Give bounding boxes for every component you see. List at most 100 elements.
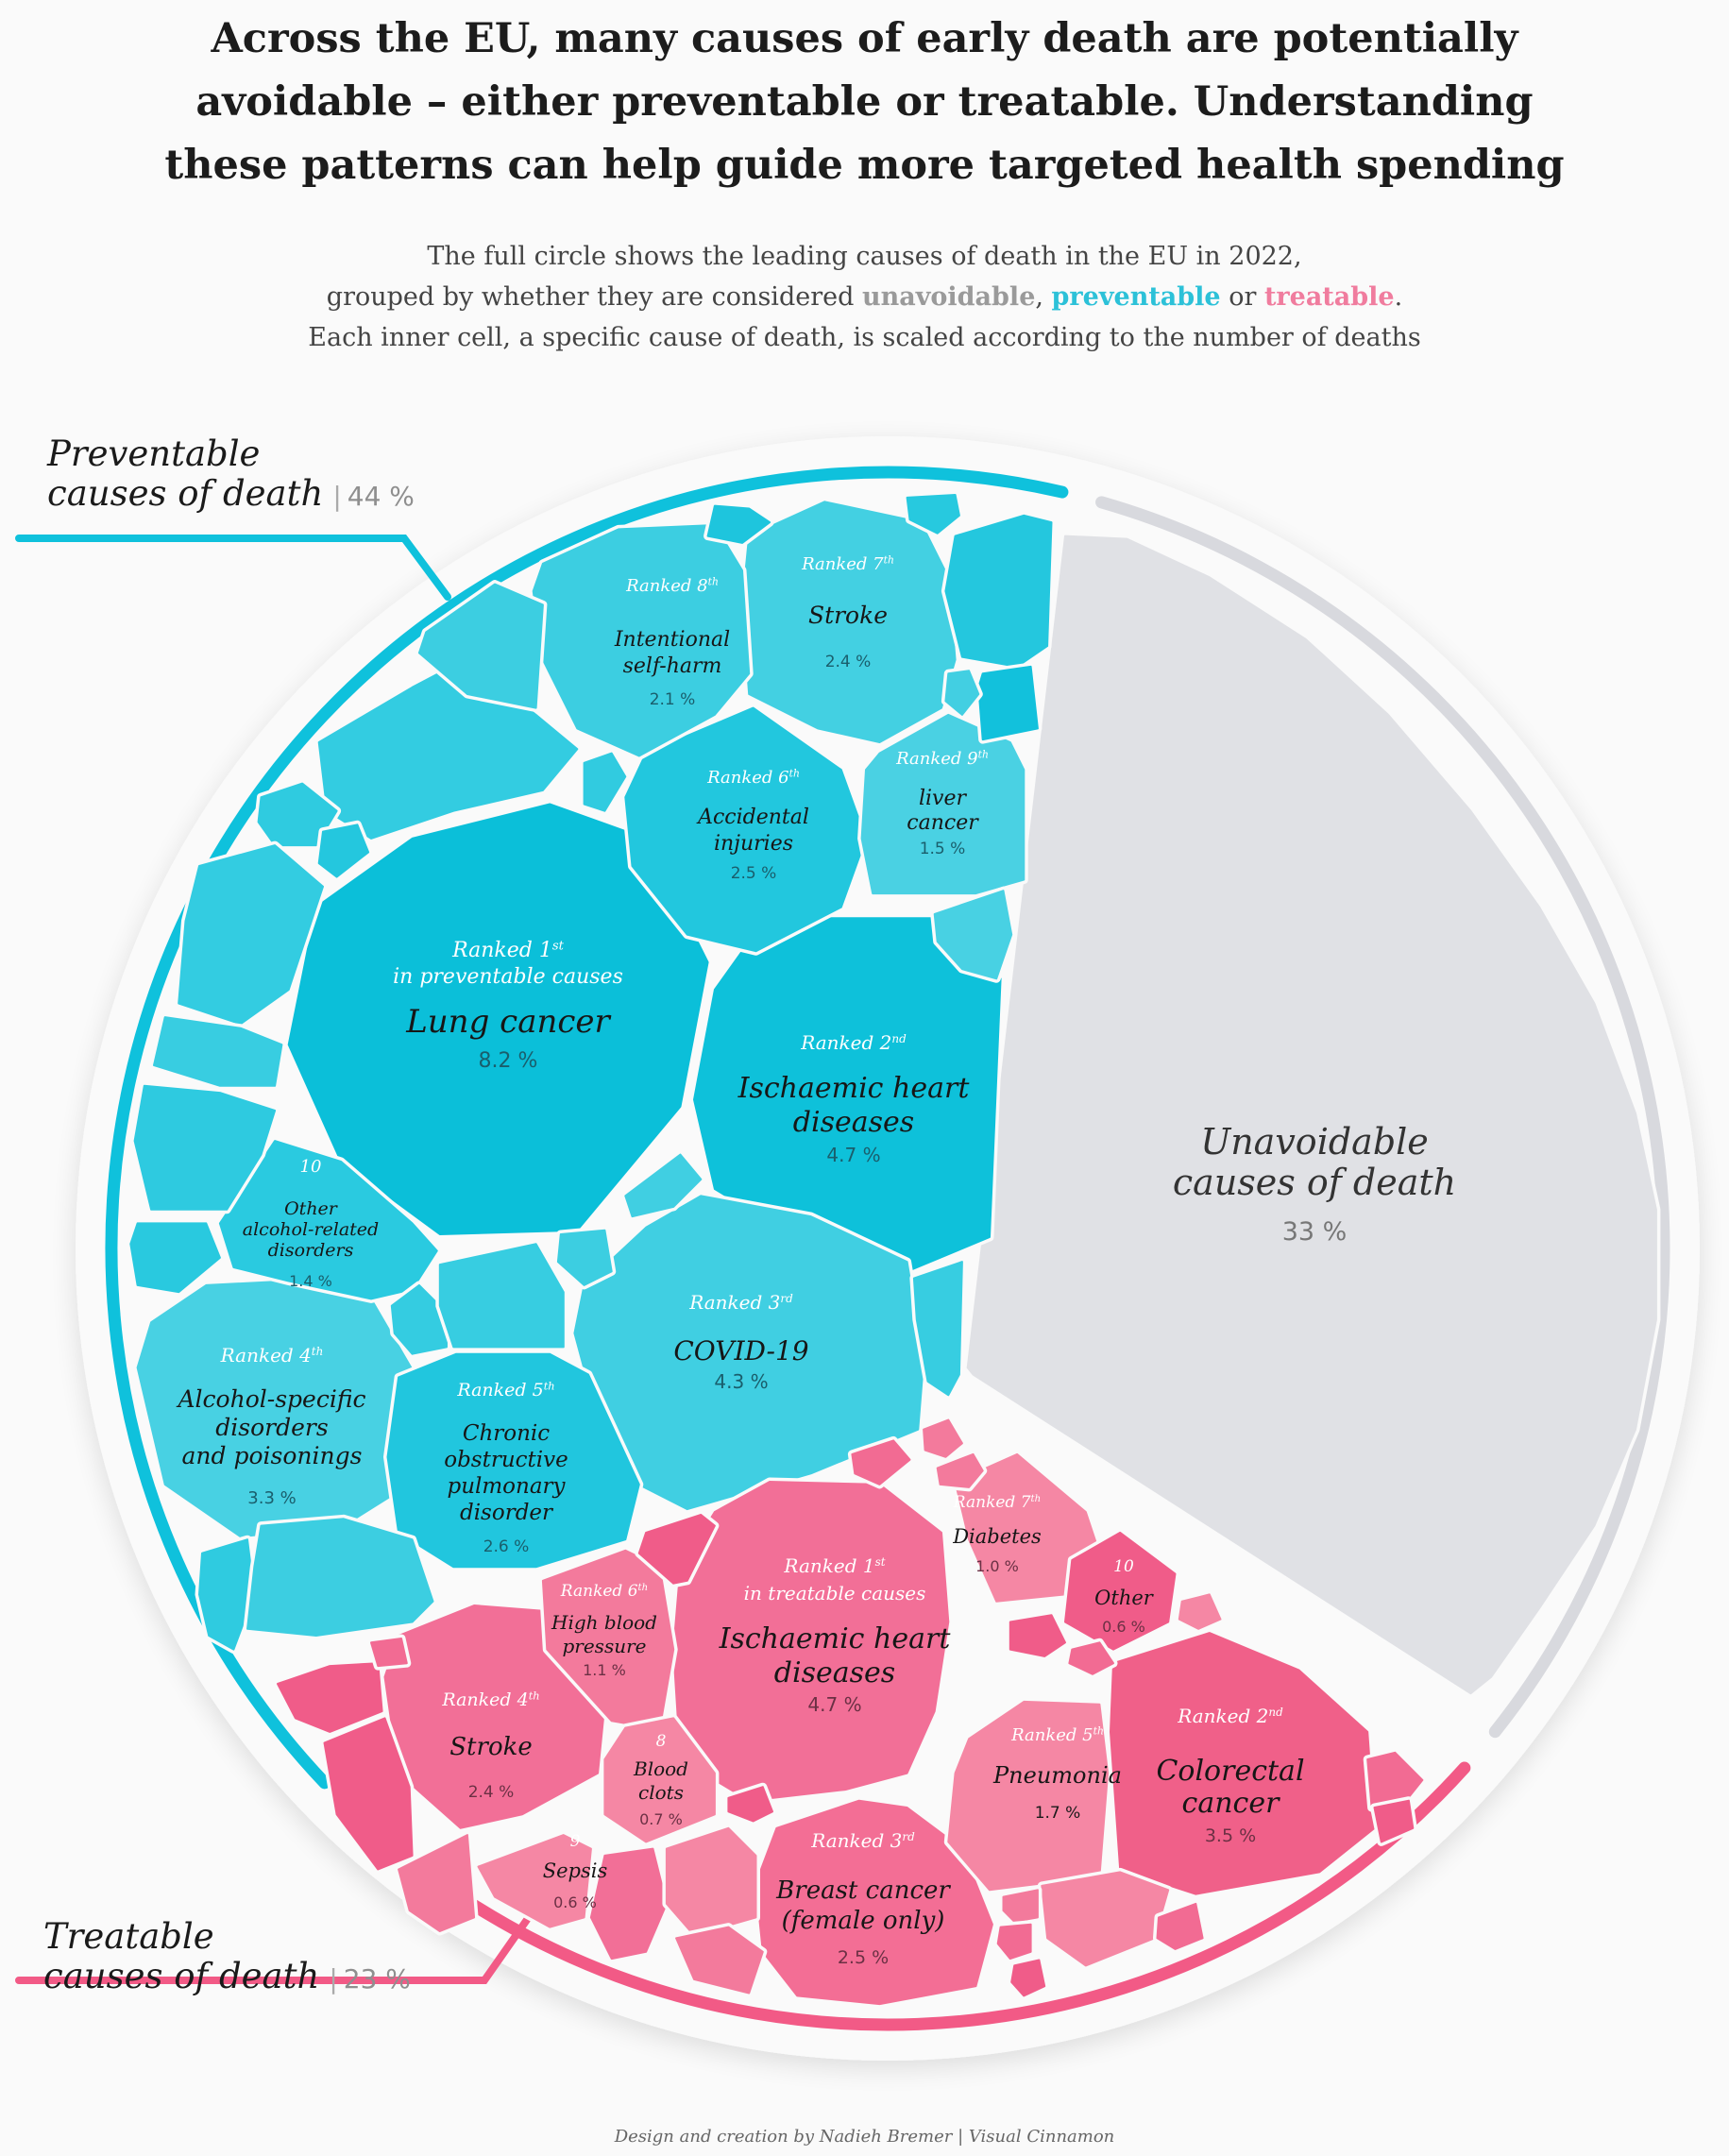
rank-text: Ranked 6: [706, 768, 789, 788]
label-t1: Ranked 1st in treatable causes Ischaemic h…: [719, 1554, 952, 1716]
treatable-arc: [347, 1761, 1471, 2031]
rank-text: 10: [300, 1157, 322, 1177]
rank-label: Ranked 2nd: [800, 1031, 907, 1054]
rank-label: Ranked 1st: [451, 939, 565, 962]
rank-suffix: rd: [780, 1292, 793, 1305]
preventable-label-line1: Preventable: [47, 433, 261, 474]
cause-name: Other: [284, 1198, 339, 1219]
cause-name: Intentional: [614, 628, 730, 652]
cause-percent: 4.3 %: [714, 1370, 768, 1393]
rank-text: Ranked 2: [1177, 1705, 1268, 1727]
cell-p6-fill: [624, 706, 867, 953]
rank-label: 9: [570, 1832, 581, 1851]
cause-name: High blood: [551, 1611, 657, 1634]
page-title: Across the EU, many causes of early deat…: [0, 8, 1729, 197]
rank-suffix: th: [529, 1689, 540, 1702]
rank-text: 8: [656, 1732, 667, 1751]
treatable-minor-cell-fill: [665, 1826, 757, 1937]
cause-name: diseases: [774, 1656, 895, 1689]
cause-name: Chronic: [463, 1421, 550, 1446]
credit: Design and creation by Nadieh Bremer | V…: [614, 2127, 1115, 2147]
unavoidable-arc: [1095, 496, 1670, 1739]
cause-name: and poisonings: [182, 1442, 363, 1469]
cause-name: Stroke: [808, 602, 888, 629]
subtitle-line: Each inner cell, a specific cause of dea…: [308, 323, 1421, 352]
rank-label: Ranked 7th: [801, 554, 894, 574]
cause-name: injuries: [714, 832, 793, 856]
label-t4: Ranked 4th Stroke 2.4 %: [441, 1689, 539, 1802]
cause-name: pulmonary: [447, 1474, 566, 1499]
rank-suffix: th: [638, 1583, 649, 1593]
cause-percent: 2.1 %: [650, 690, 696, 709]
preventable-minor-cell-fill: [390, 1283, 448, 1355]
label-t10: 10 Other 0.6 %: [1094, 1557, 1155, 1636]
rank-suffix: rd: [902, 1830, 915, 1843]
cause-percent: 2.4 %: [468, 1783, 515, 1802]
rank-label: Ranked 6th: [706, 768, 800, 788]
treatable-minor-cell-fill: [589, 1847, 668, 1961]
rank-suffix: nd: [1268, 1706, 1283, 1719]
cause-percent: 4.7 %: [807, 1693, 861, 1716]
rank-label: Ranked 5th: [1010, 1725, 1104, 1745]
preventable-minor-cell-fill: [906, 494, 960, 535]
subtitle-line: grouped by whether they are considered u…: [0, 277, 1729, 317]
label-t9: 9 Sepsis 0.6 %: [543, 1832, 608, 1911]
treatable-percent-wrap: | 23 %: [319, 1963, 411, 1995]
rank-label: Ranked 9th: [895, 749, 989, 769]
treatable-minor-cell-fill: [1156, 1902, 1204, 1950]
rank-suffix: nd: [891, 1032, 907, 1045]
separator: |: [329, 1963, 338, 1995]
preventable-minor-cell-fill: [438, 1243, 565, 1349]
cause-name: Ischaemic heart: [719, 1622, 952, 1655]
cause-name: COVID-19: [673, 1335, 808, 1367]
preventable-minor-cell-fill: [178, 844, 324, 1026]
preventable-percent: 44 %: [347, 481, 415, 512]
rank-suffix: st: [875, 1555, 886, 1569]
preventable-minor-cell-fill: [706, 504, 771, 544]
rank-text: Ranked 4: [220, 1344, 312, 1367]
cause-percent: 4.7 %: [826, 1144, 880, 1166]
rank-text: 10: [1113, 1557, 1134, 1576]
cause-name: Blood: [633, 1757, 688, 1780]
unavoidable-cell-fill: [966, 535, 1657, 1695]
label-p5: Ranked 5th Chronicobstructivepulmonarydis…: [444, 1379, 568, 1556]
cause-name: liver: [919, 787, 968, 810]
subtitle-text: or: [1220, 282, 1264, 312]
rank-text: Ranked 3: [810, 1829, 902, 1852]
preventable-minor-cell-fill: [417, 583, 544, 709]
cause-percent: 0.6 %: [1102, 1618, 1145, 1636]
cause-percent: 3.3 %: [247, 1488, 296, 1508]
rank-label: 10: [300, 1157, 322, 1177]
cause-name: Diabetes: [952, 1525, 1042, 1548]
label-p6: Ranked 6th Accidental injuries 2.5 %: [696, 768, 809, 883]
rank-label: Ranked 7th: [953, 1493, 1041, 1512]
rank-suffix: th: [708, 576, 719, 588]
cause-name: Lung cancer: [405, 1003, 611, 1041]
cause-name: diseases: [793, 1106, 914, 1139]
cell-t2-fill: [1110, 1632, 1376, 1895]
cause-name: Sepsis: [543, 1859, 608, 1882]
cause-name: Ischaemic heart: [737, 1072, 971, 1105]
rank-suffix: st: [552, 939, 565, 953]
treatable-label-line1: Treatable: [43, 1916, 214, 1957]
cause-name: disorder: [460, 1501, 554, 1525]
treatable-minor-cell-fill: [1068, 1641, 1114, 1675]
cause-percent: 8.2 %: [479, 1049, 538, 1073]
cell-t9-fill: [477, 1834, 592, 1928]
treatable-minor-cell-fill: [398, 1834, 476, 1932]
label-t7: Ranked 7th Diabetes 1.0 %: [952, 1493, 1042, 1575]
cause-percent: 1.5 %: [920, 840, 966, 858]
rank-label: 10: [1113, 1557, 1134, 1576]
cause-name: clots: [638, 1781, 684, 1804]
rank-label: Ranked 3rd: [688, 1291, 793, 1314]
rank-label: Ranked 8th: [625, 576, 719, 596]
subtitle: The full circle shows the leading causes…: [0, 236, 1729, 358]
legend-preventable: preventable: [1051, 282, 1221, 312]
label-t3: Ranked 3rd Breast cancer(female only) 2.5 …: [775, 1829, 951, 1968]
preventable-minor-cell-fill: [257, 782, 338, 847]
